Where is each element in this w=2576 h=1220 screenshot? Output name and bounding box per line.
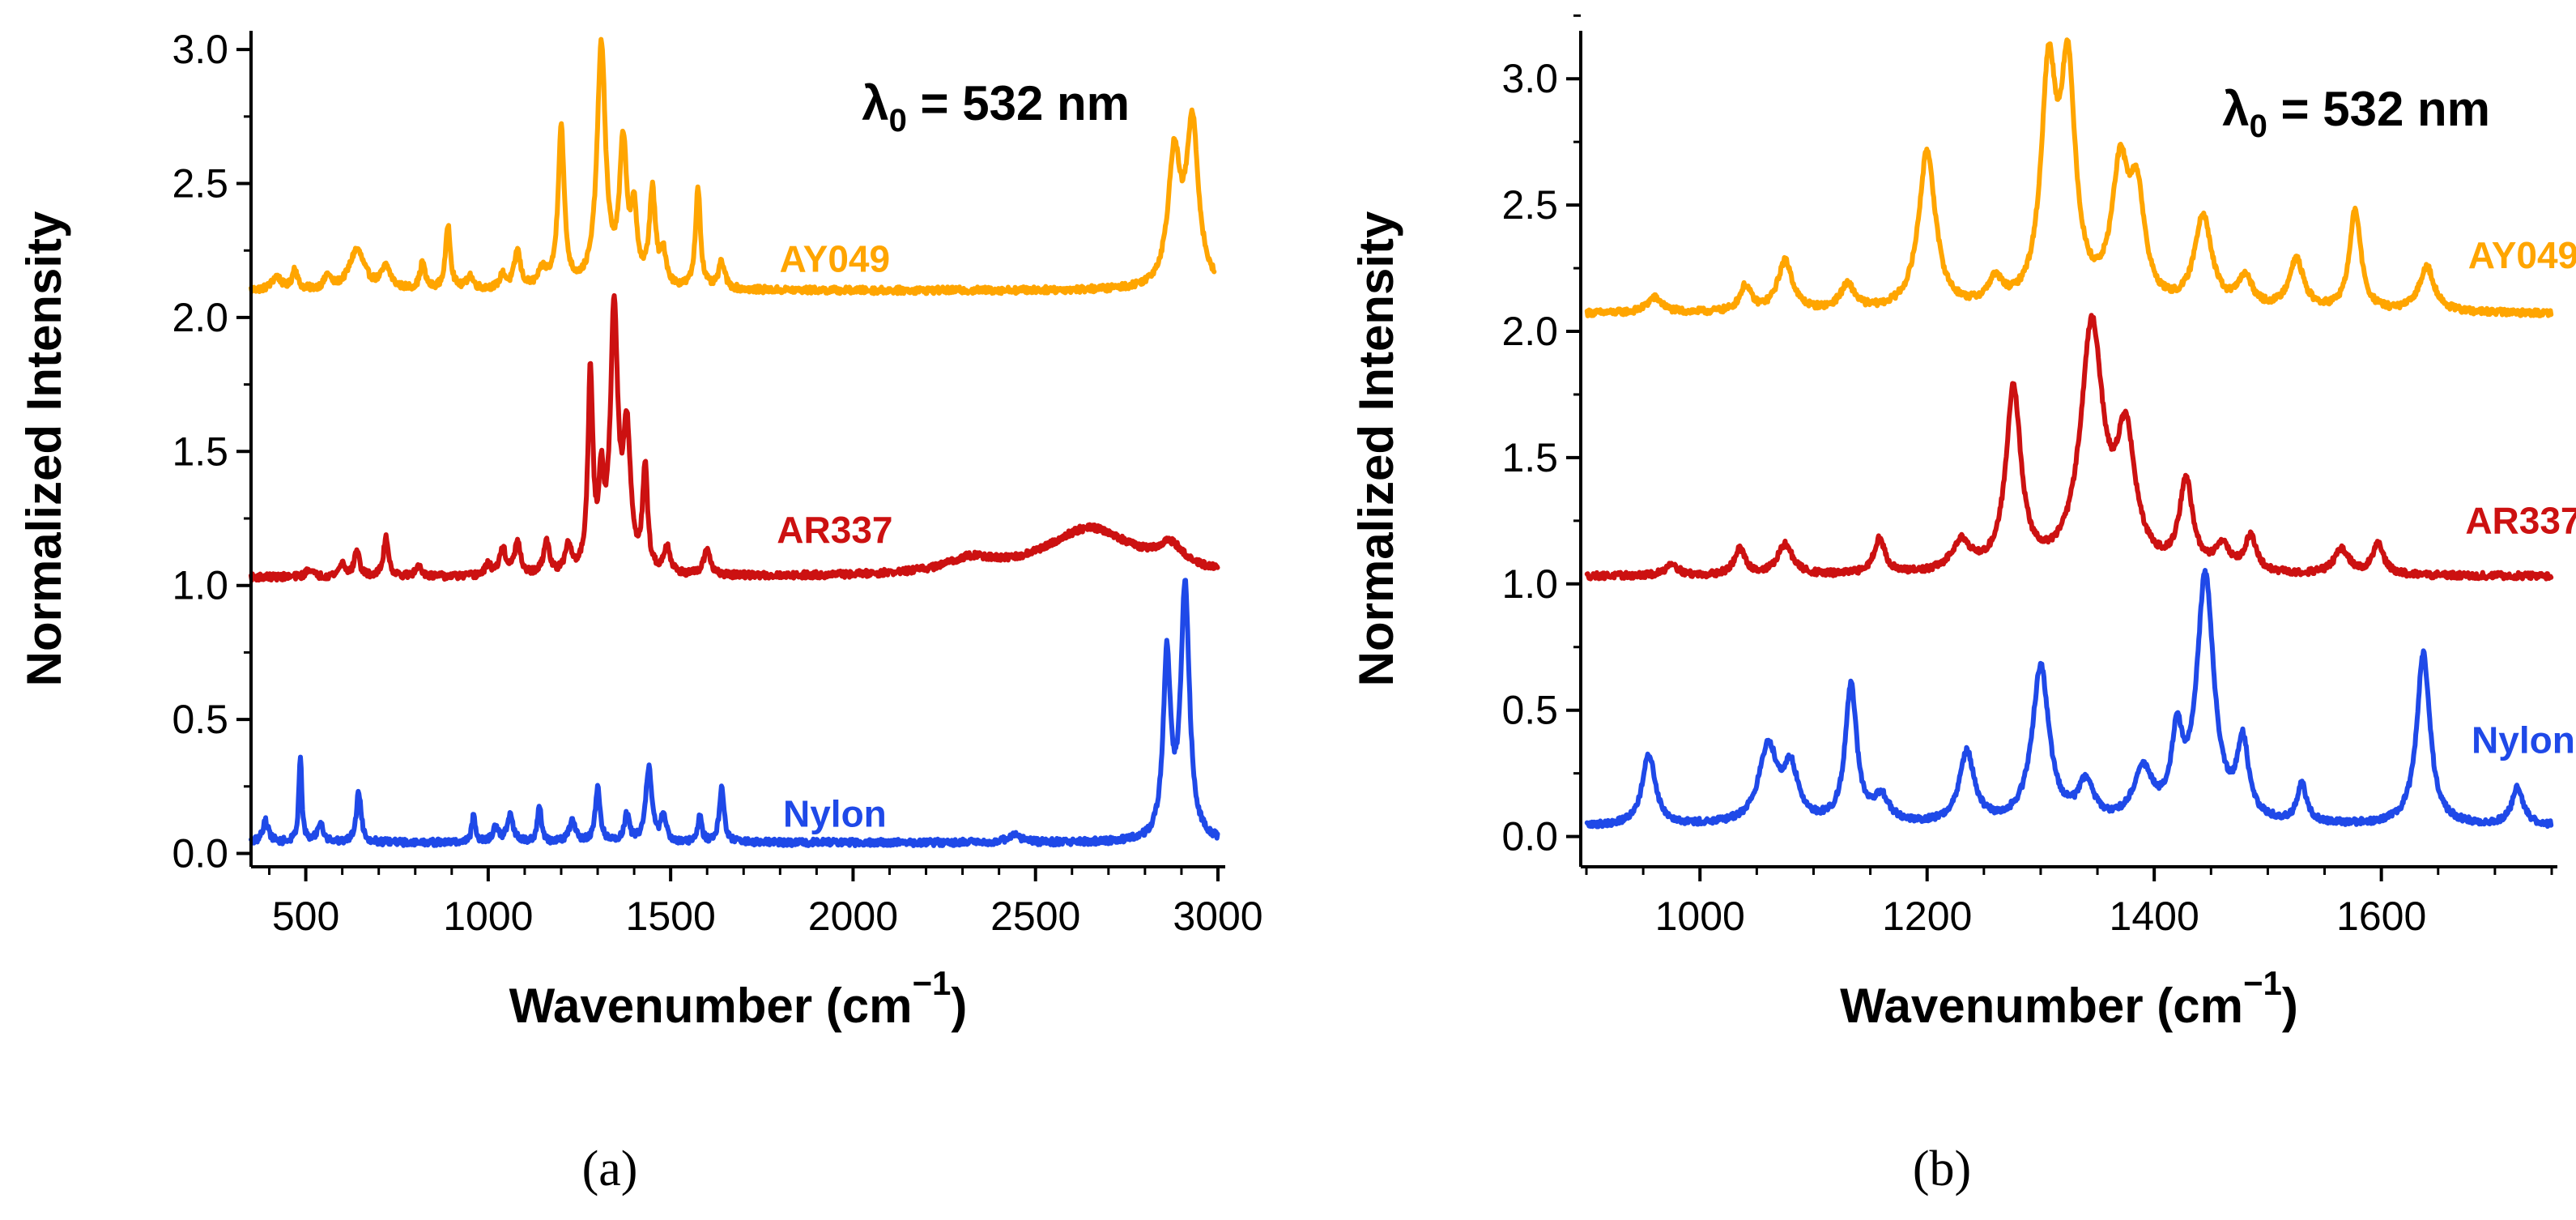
y-tick-label: 1.0	[172, 563, 228, 608]
y-tick-label: 0.5	[1501, 688, 1558, 733]
x-tick-label: 2500	[990, 894, 1080, 939]
x-tick-label: 2000	[808, 894, 898, 939]
x-axis-label-sup: −1	[2243, 964, 2282, 1002]
x-axis-label-main: Wavenumber (cm	[509, 979, 913, 1033]
x-tick-label: 1000	[1655, 894, 1745, 939]
x-tick-label: 3000	[1173, 894, 1262, 939]
y-tick-label: 3.0	[172, 27, 228, 72]
panel-caption: (a)	[582, 1141, 638, 1197]
y-tick-label: 1.0	[1501, 561, 1558, 607]
x-tick-label: 1500	[626, 894, 716, 939]
y-tick-label: 0.0	[172, 830, 228, 876]
series-label-ar337: AR337	[777, 509, 892, 551]
x-axis-label-main: Wavenumber (cm	[1840, 979, 2243, 1033]
x-axis-label: Wavenumber (cm−1)	[1840, 964, 2298, 1033]
wavelength-annotation: λ0 = 532 nm	[862, 76, 1130, 139]
y-tick-label: 1.5	[172, 429, 228, 474]
annotation-lambda: λ	[862, 76, 888, 130]
x-axis-label-close: )	[951, 979, 967, 1033]
y-tick-label: 3.0	[1501, 56, 1558, 101]
series-label-ay049: AY049	[780, 238, 890, 280]
series-line-ar337	[249, 292, 1220, 583]
y-axis-label: Normalized Intensity	[1349, 211, 1403, 686]
series-line-nylon	[249, 578, 1220, 848]
y-tick-label: 0.5	[172, 697, 228, 742]
y-tick-label: 2.5	[1501, 182, 1558, 228]
y-tick-label: 0.0	[1501, 814, 1558, 860]
annotation-sub: 0	[2250, 109, 2267, 144]
series-line-nylon	[1584, 568, 2554, 830]
series-label-ay049: AY049	[2468, 234, 2576, 276]
series-line-ay049	[1584, 37, 2554, 318]
chart-panel-a: AY049 AR337 Nylon 0.0 0.5 1.0 1.5 2.0 2.5 3.0 500 1…	[17, 27, 1263, 1197]
y-tick-label: 2.5	[172, 161, 228, 207]
wavelength-annotation: λ0 = 532 nm	[2222, 82, 2490, 144]
x-tick-label: 1200	[1882, 894, 1972, 939]
annotation-lambda: λ	[2222, 82, 2249, 136]
panel-caption: (b)	[1913, 1141, 1971, 1197]
series-line-ay049	[249, 36, 1217, 296]
x-tick-label: 500	[272, 894, 339, 939]
annotation-value: = 532 nm	[2267, 82, 2490, 136]
x-tick-label: 1600	[2336, 894, 2426, 939]
annotation-sub: 0	[889, 103, 907, 139]
x-tick-label: 1400	[2110, 894, 2199, 939]
series-label-nylon: Nylon	[783, 792, 887, 834]
y-tick-label: 2.0	[172, 295, 228, 340]
x-axis-label-sup: −1	[913, 964, 952, 1002]
y-tick-label: 1.5	[1501, 435, 1558, 480]
y-axis-label: Normalized Intensity	[17, 211, 71, 686]
chart-panel-b: AY049 AR337 Nylon 0.0 0.5 1.0 1.5 2.0 2.5 3.0 1000…	[1349, 14, 2576, 1197]
x-axis-label-close: )	[2282, 979, 2298, 1033]
series-label-nylon: Nylon	[2472, 719, 2575, 761]
x-tick-label: 1000	[443, 894, 533, 939]
annotation-value: = 532 nm	[907, 76, 1130, 130]
series-label-ar337: AR337	[2465, 499, 2576, 541]
y-tick-label: 2.0	[1501, 309, 1558, 354]
x-axis-label: Wavenumber (cm−1)	[509, 964, 968, 1033]
series-line-ar337	[1584, 313, 2554, 582]
